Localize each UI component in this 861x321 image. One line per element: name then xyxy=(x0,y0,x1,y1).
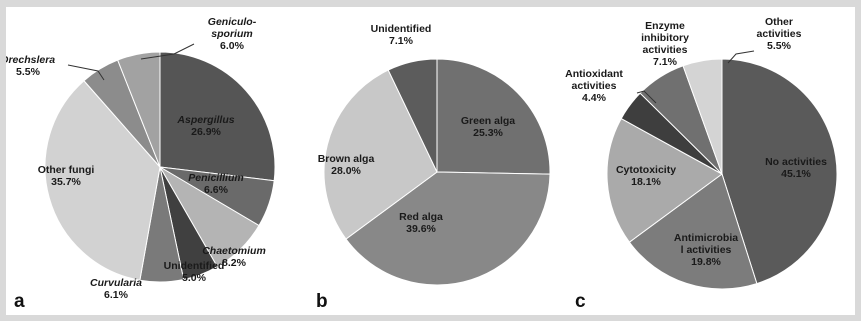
leader-line-c-3 xyxy=(636,90,657,104)
panel-label-a: a xyxy=(14,291,25,312)
pie-slice-b-3 xyxy=(387,58,438,173)
slice-label-c-3-line-0: Antioxidant xyxy=(565,68,623,80)
pie-slice-b-1 xyxy=(345,171,551,286)
pie-slice-c-0 xyxy=(721,58,838,285)
slice-value-b-1: 39.6% xyxy=(406,223,436,235)
leader-line-a-7 xyxy=(140,43,195,60)
slice-value-b-2: 28.0% xyxy=(331,165,361,177)
slice-value-c-1: 19.8% xyxy=(691,256,721,268)
slice-value-a-0: 26.9% xyxy=(191,126,221,138)
slice-value-c-4: 7.1% xyxy=(653,56,678,68)
slice-value-b-0: 25.3% xyxy=(473,127,503,139)
slice-label-b-3-line-0: Unidentified xyxy=(371,23,432,35)
pie-slice-b-0 xyxy=(436,58,551,175)
pie-slice-b-2 xyxy=(323,69,438,240)
pie-slice-a-7 xyxy=(117,51,161,168)
pie-slice-a-5 xyxy=(44,80,161,281)
slice-label-b-0-line-0: Green alga xyxy=(461,115,515,127)
slice-value-c-3: 4.4% xyxy=(582,92,607,104)
pie-slice-c-2 xyxy=(606,117,723,243)
panel-label-b: b xyxy=(316,291,328,312)
slice-value-a-4: 6.1% xyxy=(104,289,129,301)
slice-value-a-3: 5.0% xyxy=(182,272,207,284)
slice-label-b-2-line-0: Brown alga xyxy=(318,153,375,165)
slice-label-a-4-line-0: Curvularia xyxy=(90,277,142,289)
pie-chart-figure: Aspergillus 26.9% Penicillium 6.6% Chaetomiu… xyxy=(6,7,855,315)
panel-label-c: c xyxy=(575,291,586,312)
slice-label-a-1-line-0: Penicillium xyxy=(188,172,243,184)
slice-value-a-6: 5.5% xyxy=(16,66,41,78)
slice-value-a-2: 8.2% xyxy=(222,257,247,269)
slice-value-b-3: 7.1% xyxy=(389,35,414,47)
slice-label-c-5-line-1: activities xyxy=(757,28,802,40)
leader-line-a-6 xyxy=(67,64,105,81)
slice-value-c-5: 5.5% xyxy=(767,40,792,52)
slice-value-a-1: 6.6% xyxy=(204,184,229,196)
pie-slice-a-0 xyxy=(159,51,276,182)
slice-label-a-0-line-0: Aspergillus xyxy=(176,114,234,126)
slice-label-a-5-line-0: Other fungi xyxy=(38,164,95,176)
slice-label-c-1-line-1: l activities xyxy=(681,244,732,256)
slice-label-a-7-line-0: Geniculo- xyxy=(208,16,257,28)
slice-label-a-3-line-0: Unidentified xyxy=(164,260,225,272)
pie-slice-c-5 xyxy=(682,58,723,175)
leader-line-c-5 xyxy=(727,50,755,64)
slice-value-c-0: 45.1% xyxy=(781,168,811,180)
slice-label-b-1-line-0: Red alga xyxy=(399,211,443,223)
slice-label-c-1-line-0: Antimicrobia xyxy=(674,232,738,244)
slice-label-c-2-line-0: Cytotoxicity xyxy=(616,164,676,176)
slice-label-a-2-line-0: Chaetomium xyxy=(202,245,266,257)
slice-label-c-3-line-1: activities xyxy=(572,80,617,92)
slice-value-a-7: 6.0% xyxy=(220,40,245,52)
slice-label-c-5-line-0: Other xyxy=(765,16,793,28)
slice-label-c-4-line-0: Enzyme xyxy=(645,20,685,32)
slice-value-a-5: 35.7% xyxy=(51,176,81,188)
slice-label-a-6-line-0: Drechslera xyxy=(6,54,55,66)
slice-label-a-7-line-1: sporium xyxy=(211,28,252,40)
slice-value-c-2: 18.1% xyxy=(631,176,661,188)
slice-label-c-4-line-1: inhibitory xyxy=(641,32,689,44)
slice-label-c-0-line-0: No activities xyxy=(765,156,827,168)
slice-label-c-4-line-2: activities xyxy=(643,44,688,56)
pie-slice-c-1 xyxy=(628,173,758,290)
